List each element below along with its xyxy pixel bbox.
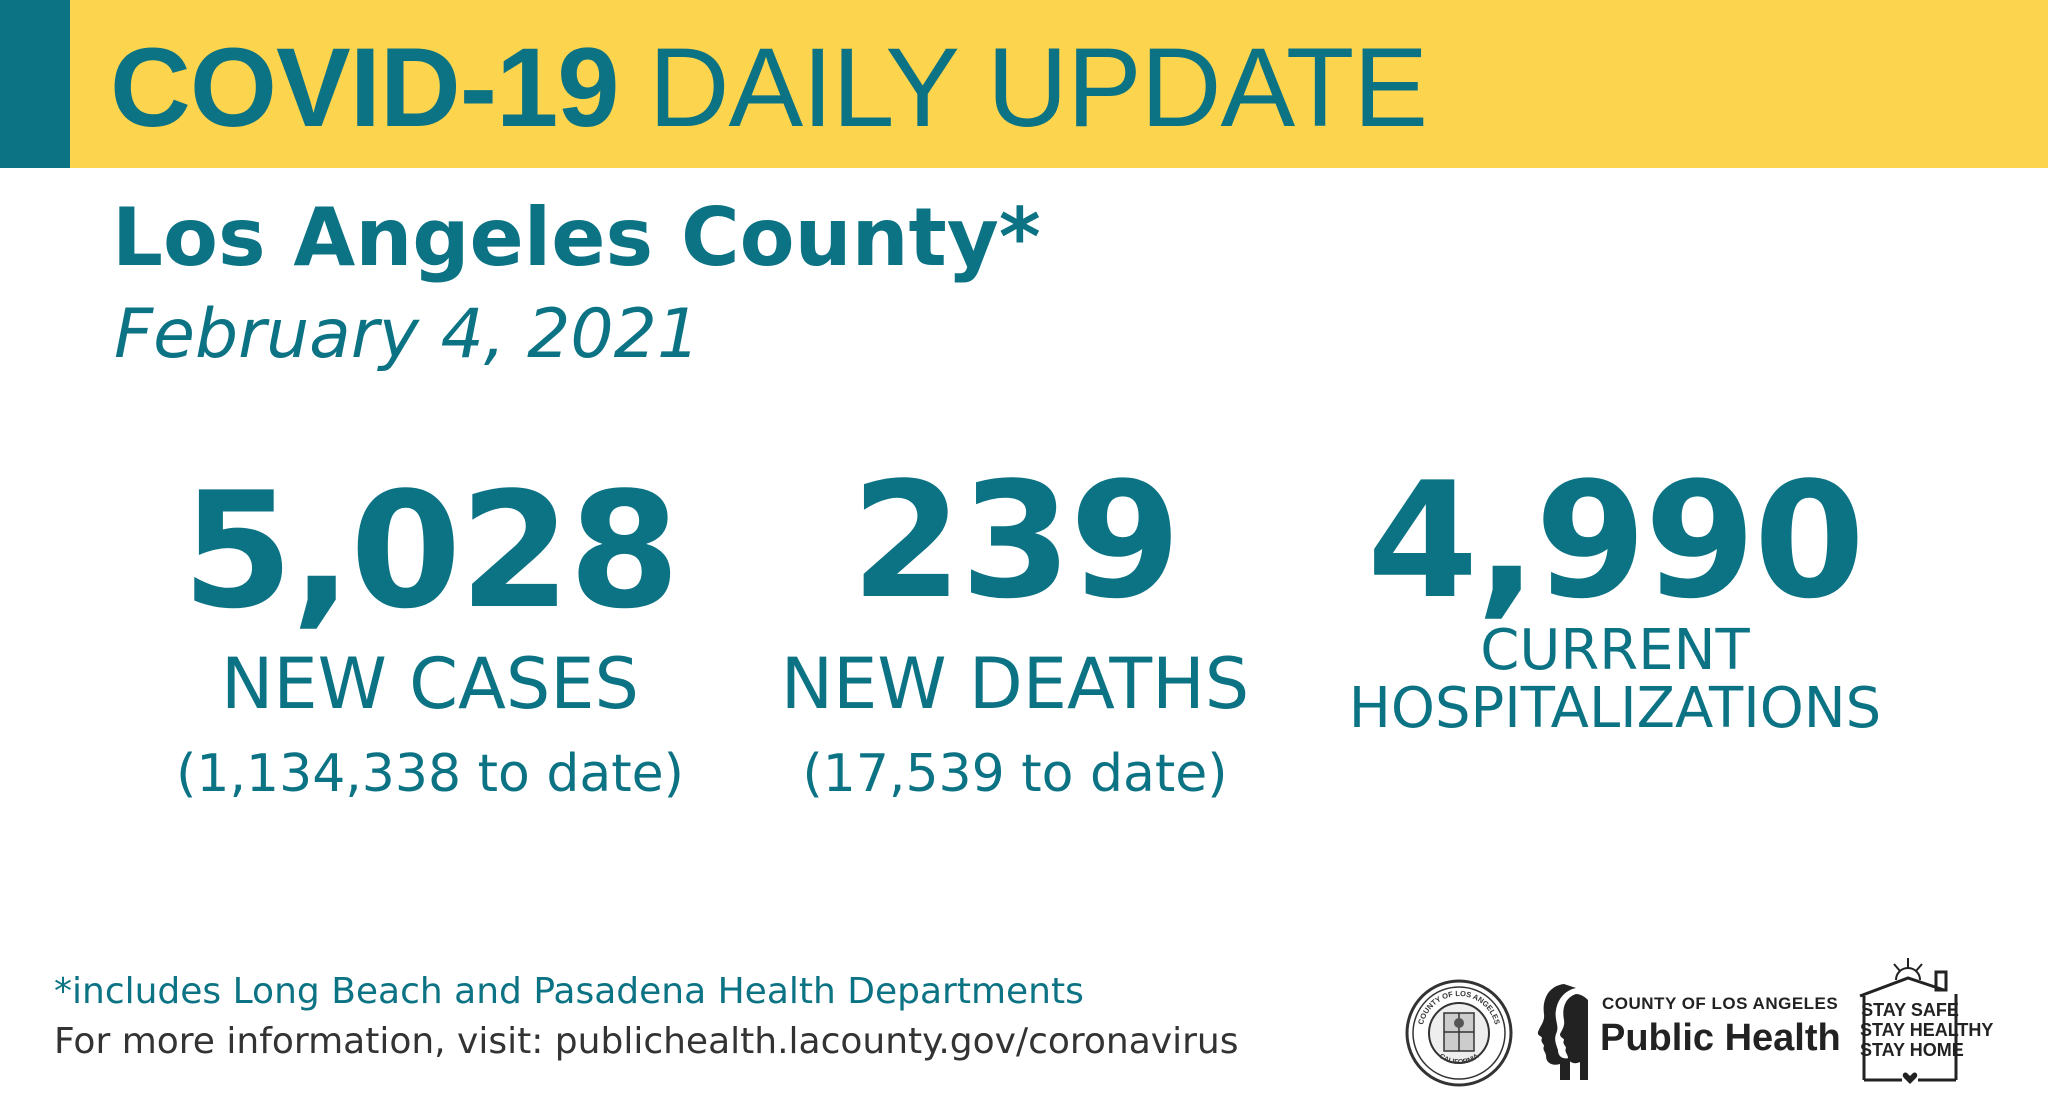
public-health-text: Public Health xyxy=(1600,1017,1841,1059)
title-bold: COVID-19 xyxy=(110,25,620,150)
hospitalizations-number: 4,990 xyxy=(1366,447,1865,634)
county-seal-logo: COUNTY OF LOS ANGELES CALIFORNIA xyxy=(1405,979,1513,1087)
cases-to-date: (1,134,338 to date) xyxy=(176,744,684,804)
new-cases-number: 5,028 xyxy=(181,457,680,644)
banner-accent-bar xyxy=(0,0,70,168)
deaths-to-date: (17,539 to date) xyxy=(802,744,1228,804)
hospitalizations-label-line2: HOSPITALIZATIONS xyxy=(1348,676,1882,741)
public-health-county-text: COUNTY OF LOS ANGELES xyxy=(1602,994,1839,1013)
stay-line-1: STAY SAFE xyxy=(1861,1000,1959,1020)
stay-line-2: STAY HEALTHY xyxy=(1860,1020,1994,1040)
county-name: Los Angeles County* xyxy=(112,191,1041,284)
house-outline-icon xyxy=(1859,958,1958,1084)
footnote: *includes Long Beach and Pasadena Health… xyxy=(54,971,1084,1012)
more-info-link[interactable]: For more information, visit: publichealt… xyxy=(54,1021,1239,1062)
stat-new-cases: 5,028 NEW CASES (1,134,338 to date) xyxy=(150,450,710,806)
page-title: COVID-19 DAILY UPDATE xyxy=(110,25,1428,150)
new-deaths-label: NEW DEATHS xyxy=(780,643,1250,725)
profile-faces-icon xyxy=(1537,984,1588,1080)
title-regular: DAILY UPDATE xyxy=(648,25,1428,150)
stay-safe-logo: STAY SAFE STAY HEALTHY STAY HOME xyxy=(1856,956,1994,1088)
heart-icon xyxy=(1902,1072,1918,1084)
stat-new-deaths: 239 NEW DEATHS (17,539 to date) xyxy=(760,440,1270,806)
new-cases-label: NEW CASES xyxy=(221,643,639,725)
stay-line-3: STAY HOME xyxy=(1860,1040,1964,1060)
header-banner: COVID-19 DAILY UPDATE xyxy=(0,0,2048,168)
new-deaths-number: 239 xyxy=(851,447,1181,634)
stay-safe-text: STAY SAFE STAY HEALTHY STAY HOME xyxy=(1860,1000,1994,1060)
report-date: February 4, 2021 xyxy=(114,295,701,374)
stat-hospitalizations: 4,990 CURRENT HOSPITALIZATIONS xyxy=(1330,440,1900,742)
public-health-logo: COUNTY OF LOS ANGELES Public Health xyxy=(1530,980,1841,1084)
hospitalizations-label-line1: CURRENT xyxy=(1480,618,1750,683)
